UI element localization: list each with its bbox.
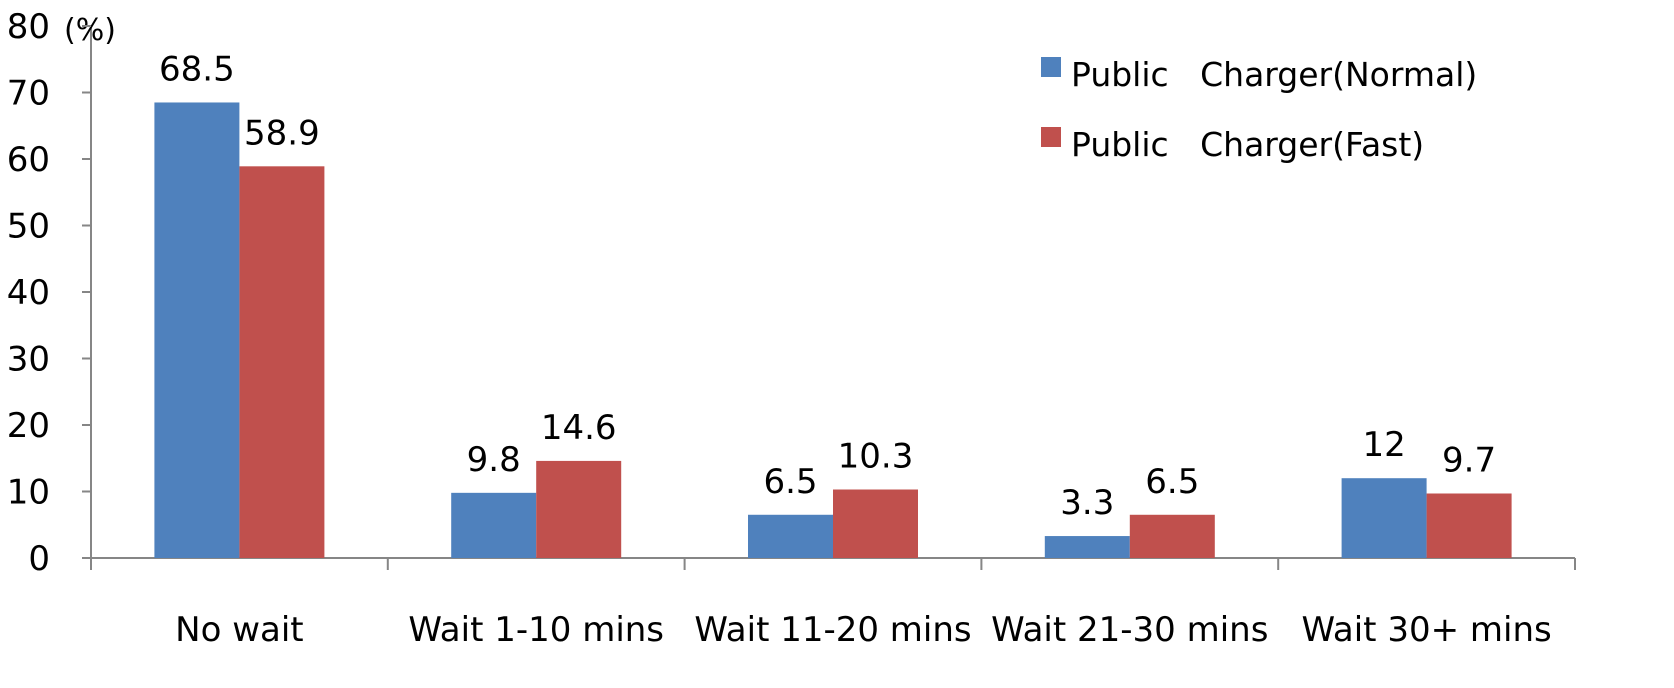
x-category-label: Wait 21-30 mins [991,610,1268,650]
y-ticks: 0 10 20 30 40 50 60 70 80 [7,7,91,579]
legend-label: Public Charger(Normal) [1071,55,1477,94]
x-category-label: Wait 1-10 mins [408,610,664,650]
y-tick-label: 40 [7,273,50,313]
y-tick-label: 10 [7,473,50,513]
y-tick-label: 60 [7,140,50,180]
bar-value-label: 14.6 [541,408,617,448]
bar-value-label: 9.8 [467,440,521,480]
legend-swatch [1041,127,1061,147]
bar-normal [451,492,537,558]
y-tick-label: 80 [7,7,50,47]
bar-normal [1044,536,1130,558]
x-category-label: Wait 11-20 mins [694,610,971,650]
bar-value-label: 12 [1362,425,1405,465]
x-category-label: No wait [175,610,303,650]
bars [154,102,1512,558]
y-tick-label: 50 [7,207,50,247]
bar-value-label: 68.5 [159,49,235,89]
bar-fast [1426,493,1512,558]
y-tick-label: 0 [28,539,50,579]
category-labels: No wait Wait 1-10 mins Wait 11-20 mins Wait… [175,610,1552,650]
bar-value-label: 6.5 [1145,462,1199,502]
bar-fast [833,489,918,558]
x-ticks [90,558,1576,570]
legend: Public Charger(Normal) Public Charger(Fas… [1041,55,1477,164]
data-labels: 68.5 9.8 6.5 3.3 12 58.9 14.6 10.3 6.5 9.7 [159,49,1496,523]
bar-value-label: 3.3 [1060,483,1114,523]
bar-value-label: 6.5 [763,462,817,502]
bar-normal [748,514,833,558]
bar-fast [1129,514,1215,558]
bar-normal [154,102,240,558]
bar-value-label: 9.7 [1442,440,1496,480]
x-category-label: Wait 30+ mins [1301,610,1551,650]
y-axis-unit-label: (%) [64,13,116,48]
bar-value-label: 10.3 [838,437,914,477]
legend-label: Public Charger(Fast) [1071,125,1424,164]
y-tick-label: 30 [7,340,50,380]
y-tick-label: 20 [7,406,50,446]
bar-normal [1341,478,1427,558]
bar-value-label: 58.9 [244,113,320,153]
bar-fast [536,460,622,558]
y-tick-label: 70 [7,74,50,114]
bar-fast [239,166,325,558]
legend-swatch [1041,57,1061,77]
